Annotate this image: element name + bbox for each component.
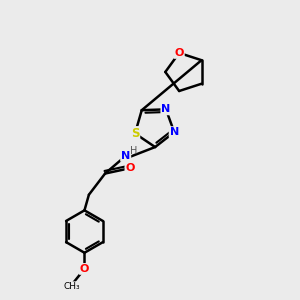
Text: O: O bbox=[175, 48, 184, 58]
Text: O: O bbox=[125, 163, 135, 173]
Text: N: N bbox=[121, 151, 130, 161]
Text: H: H bbox=[130, 146, 138, 156]
Text: N: N bbox=[169, 127, 179, 137]
Text: S: S bbox=[131, 127, 139, 140]
Text: CH₃: CH₃ bbox=[64, 282, 80, 291]
Text: O: O bbox=[80, 264, 89, 274]
Text: N: N bbox=[161, 104, 171, 114]
